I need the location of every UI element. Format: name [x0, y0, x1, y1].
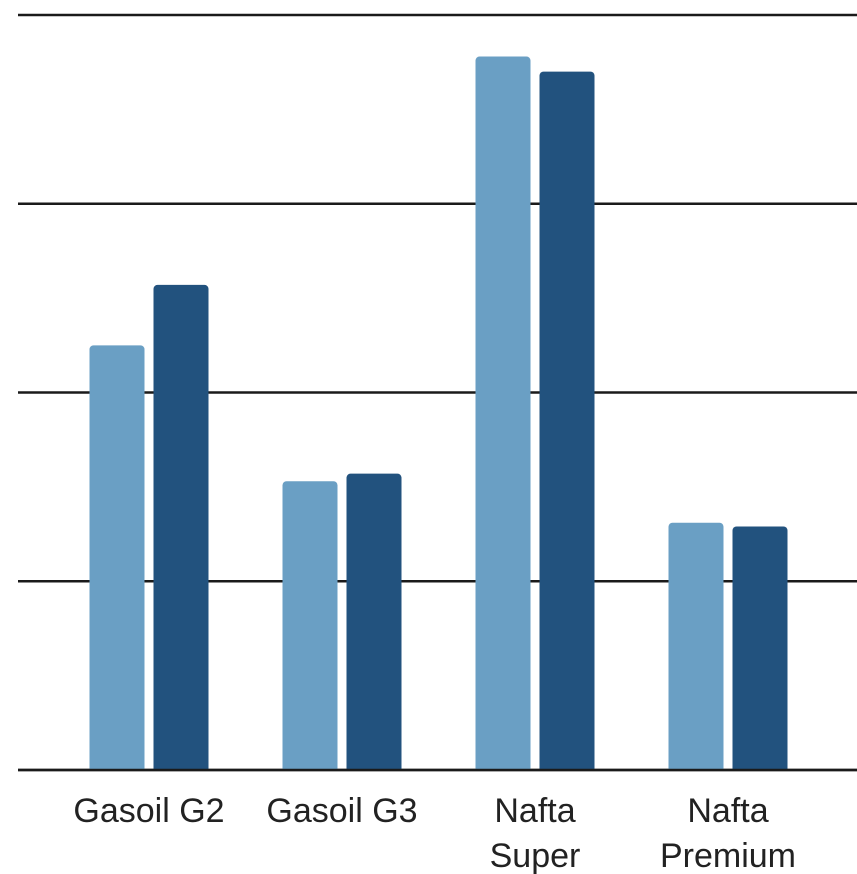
- bar-base: [539, 764, 595, 770]
- category-label: Nafta Super: [490, 792, 581, 874]
- bar-base: [668, 764, 724, 770]
- category-labels: Gasoil G2 Gasoil G3 Nafta Super Nafta Premium: [73, 792, 796, 874]
- bar-nafta-premium-series-2: [732, 526, 788, 770]
- category-label-line: Gasoil G2: [73, 792, 224, 830]
- bar-nafta-premium-series-1: [668, 522, 724, 770]
- bar-gasoil-g3-series-2: [346, 473, 402, 770]
- bar-gasoil-g2-series-2: [153, 284, 209, 770]
- category-label-line: Super: [490, 837, 581, 874]
- bars: [18, 56, 857, 772]
- bar-base: [282, 764, 338, 770]
- category-label: Nafta Premium: [660, 792, 796, 874]
- category-label: Gasoil G2: [73, 792, 224, 830]
- bar-base: [346, 764, 402, 770]
- category-label-line: Gasoil G3: [266, 792, 417, 830]
- category-label-line: Nafta: [687, 792, 768, 830]
- bar-base: [732, 764, 788, 770]
- category-label-line: Premium: [660, 837, 796, 874]
- bar-nafta-super-series-2: [539, 71, 595, 770]
- bar-gasoil-g3-series-1: [282, 481, 338, 770]
- category-label-line: Nafta: [494, 792, 575, 830]
- bar-base: [475, 764, 531, 770]
- bar-base: [153, 764, 209, 770]
- category-label: Gasoil G3: [266, 792, 417, 830]
- bar-base: [89, 764, 145, 770]
- bar-gasoil-g2-series-1: [89, 345, 145, 770]
- bar-nafta-super-series-1: [475, 56, 531, 770]
